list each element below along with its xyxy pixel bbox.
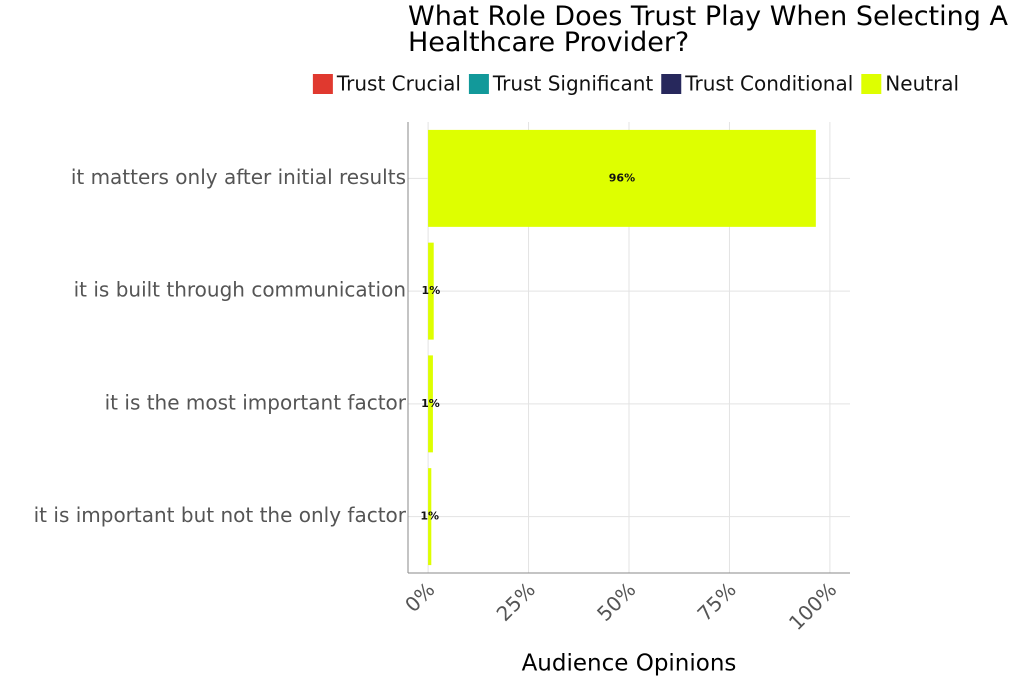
bar bbox=[428, 242, 434, 340]
legend-label: Neutral bbox=[885, 72, 959, 96]
x-axis-title: Audience Opinions bbox=[522, 651, 737, 677]
legend-label: Trust Crucial bbox=[336, 72, 461, 96]
data-label: 1% bbox=[420, 510, 439, 523]
data-label: 96% bbox=[609, 171, 635, 184]
chart-title: What Role Does Trust Play When Selecting… bbox=[408, 1, 1008, 58]
x-tick-label: 25% bbox=[492, 577, 540, 625]
y-tick-label: it is the most important factor bbox=[105, 390, 407, 414]
data-label: 1% bbox=[421, 397, 440, 410]
legend-swatch bbox=[661, 74, 682, 94]
legend-label: Trust Significant bbox=[492, 72, 654, 96]
bar bbox=[428, 355, 433, 453]
y-tick-label: it is important but not the only factor bbox=[34, 503, 407, 527]
x-tick-label: 0% bbox=[400, 577, 439, 616]
y-tick-label: it matters only after initial results bbox=[71, 165, 406, 189]
legend-swatch bbox=[861, 74, 882, 94]
y-tick-label: it is built through communication bbox=[74, 278, 406, 302]
x-tick-label: 50% bbox=[592, 577, 640, 625]
data-label: 1% bbox=[422, 284, 441, 297]
legend-label: Trust Conditional bbox=[684, 72, 853, 96]
legend-swatch bbox=[468, 74, 489, 94]
bar bbox=[428, 468, 432, 566]
bar bbox=[428, 129, 816, 227]
legend-swatch bbox=[312, 74, 333, 94]
x-tick-label: 75% bbox=[692, 577, 740, 625]
x-tick-label: 100% bbox=[784, 577, 841, 634]
